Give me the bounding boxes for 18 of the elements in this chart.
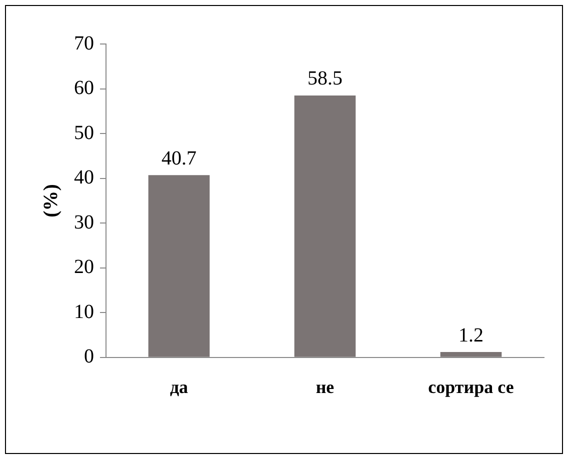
y-axis-title: (%) (40, 184, 62, 218)
bar (440, 352, 502, 357)
y-tick-label: 30 (74, 211, 94, 234)
data-label: 40.7 (162, 147, 196, 170)
y-tick-label: 0 (84, 346, 94, 368)
y-tick-label: 60 (74, 77, 94, 100)
data-label: 1.2 (458, 324, 484, 346)
x-tick-label: да (170, 376, 188, 397)
x-tick-label: сортира се (428, 376, 514, 397)
x-tick-label: не (316, 376, 334, 397)
y-tick-label: 50 (74, 122, 94, 144)
y-tick-label: 40 (74, 166, 94, 189)
y-tick-label: 20 (74, 256, 94, 278)
data-label: 58.5 (308, 68, 342, 90)
bar (148, 175, 210, 357)
y-tick-label: 70 (74, 32, 94, 54)
y-tick-label: 10 (74, 300, 94, 323)
bar (294, 95, 356, 357)
